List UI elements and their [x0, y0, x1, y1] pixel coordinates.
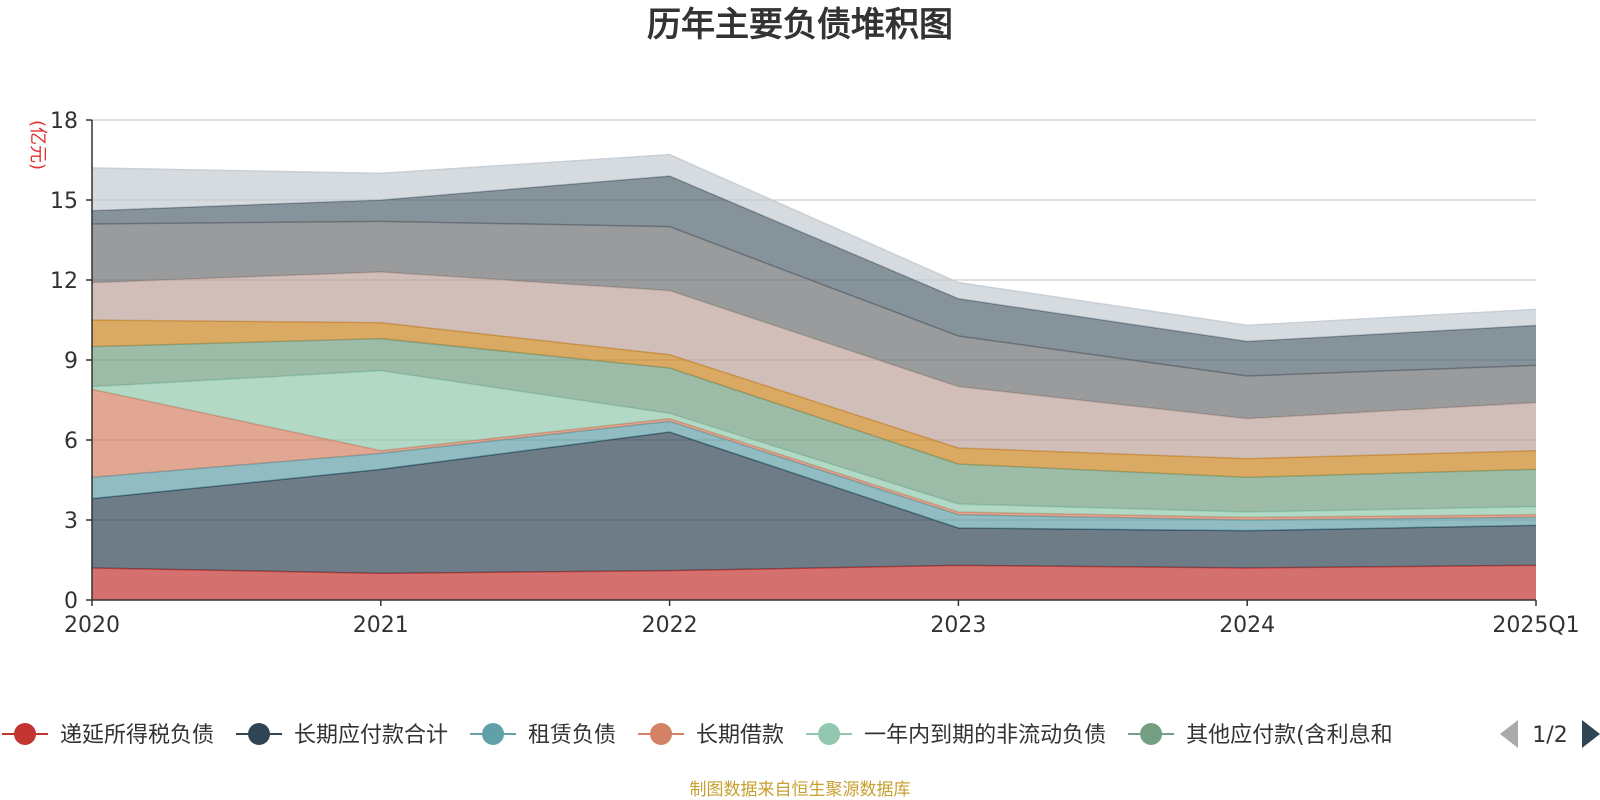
series-line-7 — [91, 271, 1537, 420]
y-tick-label: 0 — [64, 589, 78, 614]
legend-page-indicator: 1/2 — [1532, 723, 1567, 748]
legend-circle-icon — [248, 723, 271, 745]
y-tick-label: 6 — [64, 429, 78, 454]
series-line-6 — [91, 319, 1537, 460]
legend-item[interactable]: 长期应付款合计 — [236, 723, 448, 748]
y-tick-label: 18 — [50, 109, 78, 134]
series-area-9 — [92, 176, 1536, 376]
legend-item[interactable]: 长期借款 — [638, 723, 784, 748]
legend-label: 长期应付款合计 — [294, 723, 448, 748]
series-area-8 — [92, 221, 1536, 419]
legend-label: 其他应付款(含利息和 — [1186, 723, 1393, 748]
series-area-6 — [92, 320, 1536, 478]
series-area-10 — [92, 154, 1536, 342]
y-tick-label: 3 — [64, 509, 78, 534]
y-axis-unit-label: (亿元) — [27, 120, 48, 170]
y-tick-label: 15 — [50, 189, 78, 214]
legend-label: 递延所得税负债 — [60, 723, 214, 748]
legend-item[interactable]: 递延所得税负债 — [2, 723, 214, 748]
legend-label: 长期借款 — [696, 723, 784, 748]
series-area-7 — [92, 272, 1536, 459]
legend-label: 一年内到期的非流动负债 — [864, 723, 1106, 748]
legend-circle-icon — [650, 723, 673, 745]
x-tick-label: 2025Q1 — [1492, 613, 1579, 638]
x-tick-label: 2023 — [930, 613, 986, 638]
series-area-0 — [92, 565, 1536, 600]
legend-pager: 1/2 — [1500, 720, 1600, 748]
series-line-10 — [91, 153, 1537, 327]
series-area-2 — [92, 421, 1536, 531]
chart-title: 历年主要负债堆积图 — [647, 5, 953, 45]
legend-label: 租赁负债 — [528, 723, 616, 748]
legend-circle-icon — [14, 723, 36, 745]
x-tick-label: 2021 — [353, 613, 409, 638]
legend-item[interactable]: 一年内到期的非流动负债 — [806, 723, 1106, 748]
axes: 0 3 6 9 12 15 18 2020 2021 2022 2023 2024 2025Q1 — [50, 109, 1580, 638]
x-tick-label: 2022 — [642, 613, 698, 638]
legend-item[interactable]: 其他应付款(含利息和 — [1128, 723, 1393, 748]
series-area-4 — [92, 370, 1536, 518]
x-tick-label: 2020 — [64, 613, 120, 638]
legend-circle-icon — [818, 723, 841, 745]
series-area-5 — [92, 338, 1536, 512]
legend[interactable]: 递延所得税负债 长期应付款合计 租赁负债 长期借款 一年内到期的非流动负债 其他应付款(含… — [2, 723, 1393, 748]
y-tick-label: 12 — [50, 269, 78, 294]
legend-prev-icon[interactable] — [1500, 720, 1518, 748]
series-area-1 — [92, 432, 1536, 574]
series-areas — [91, 153, 1537, 600]
legend-next-icon[interactable] — [1582, 720, 1600, 748]
y-tick-label: 9 — [64, 349, 78, 374]
legend-circle-icon — [482, 723, 505, 745]
x-tick-label: 2024 — [1219, 613, 1275, 638]
legend-circle-icon — [1140, 723, 1163, 745]
legend-item[interactable]: 租赁负债 — [470, 723, 616, 748]
data-source-note: 制图数据来自恒生聚源数据库 — [690, 780, 911, 800]
